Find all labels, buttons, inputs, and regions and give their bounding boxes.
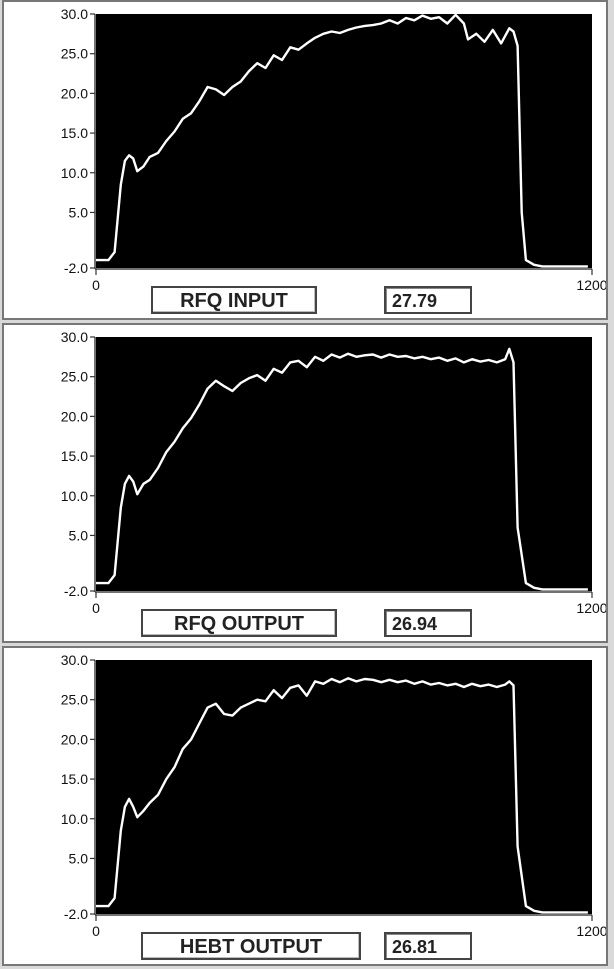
x-tick-label: 1200	[576, 923, 606, 939]
x-tick-label: 0	[92, 923, 100, 939]
x-tick-label: 0	[92, 277, 100, 293]
chart-rfq-input: 30.0 25.0 20.0 15.0 10.0 5.0 -2.00 1200	[61, 6, 606, 293]
panel-hebt-output: 30.0 25.0 20.0 15.0 10.0 5.0 -2.0 0 1200 HEBT OU…	[2, 646, 608, 966]
y-tick-label: 20.0	[61, 731, 88, 747]
value-rfq-output: 26.94	[384, 609, 472, 637]
x-tick-label: 1200	[576, 277, 606, 293]
label-rfq-input: RFQ INPUT	[151, 286, 317, 314]
y-tick-label: 15.0	[61, 771, 88, 787]
chart-rfq-output: 30.0 25.0 20.0 15.0 10.0 5.0 -2.00 1200	[61, 329, 606, 616]
y-tick-label: -2.0	[64, 906, 88, 922]
y-tick-label: 20.0	[61, 408, 88, 424]
panel-rfq-input: 30.0 25.0 20.0 15.0 10.0 5.0 -2.0 0 1200 RFQ INP…	[2, 0, 608, 320]
value-hebt-output: 26.81	[384, 932, 472, 960]
series-line	[96, 347, 588, 591]
y-tick-label: 5.0	[69, 204, 89, 220]
y-tick-label: 25.0	[61, 46, 88, 62]
value-rfq-input: 27.79	[384, 286, 472, 314]
y-tick-label: 30.0	[61, 652, 88, 668]
y-tick-label: 15.0	[61, 448, 88, 464]
plot-area	[96, 660, 592, 914]
y-tick-label: 30.0	[61, 6, 88, 22]
series-line	[96, 13, 588, 268]
y-tick-label: -2.0	[64, 583, 88, 599]
y-tick-label: 5.0	[69, 527, 89, 543]
y-tick-label: 25.0	[61, 369, 88, 385]
label-hebt-output: HEBT OUTPUT	[141, 932, 361, 960]
plot-area	[96, 14, 592, 268]
x-tick-label: 0	[92, 600, 100, 616]
y-tick-label: -2.0	[64, 260, 88, 276]
y-tick-label: 20.0	[61, 85, 88, 101]
y-tick-label: 10.0	[61, 811, 88, 827]
y-tick-label: 25.0	[61, 692, 88, 708]
plot-area	[96, 337, 592, 591]
y-tick-label: 10.0	[61, 165, 88, 181]
y-tick-label: 15.0	[61, 125, 88, 141]
label-rfq-output: RFQ OUTPUT	[141, 609, 337, 637]
y-tick-label: 10.0	[61, 488, 88, 504]
x-tick-label: 1200	[576, 600, 606, 616]
series-line	[96, 677, 588, 914]
y-tick-label: 5.0	[69, 850, 89, 866]
panel-rfq-output: 30.0 25.0 20.0 15.0 10.0 5.0 -2.0 0 1200 RFQ OUT…	[2, 323, 608, 643]
y-tick-label: 30.0	[61, 329, 88, 345]
chart-hebt-output: 30.0 25.0 20.0 15.0 10.0 5.0 -2.00 1200	[61, 652, 606, 939]
